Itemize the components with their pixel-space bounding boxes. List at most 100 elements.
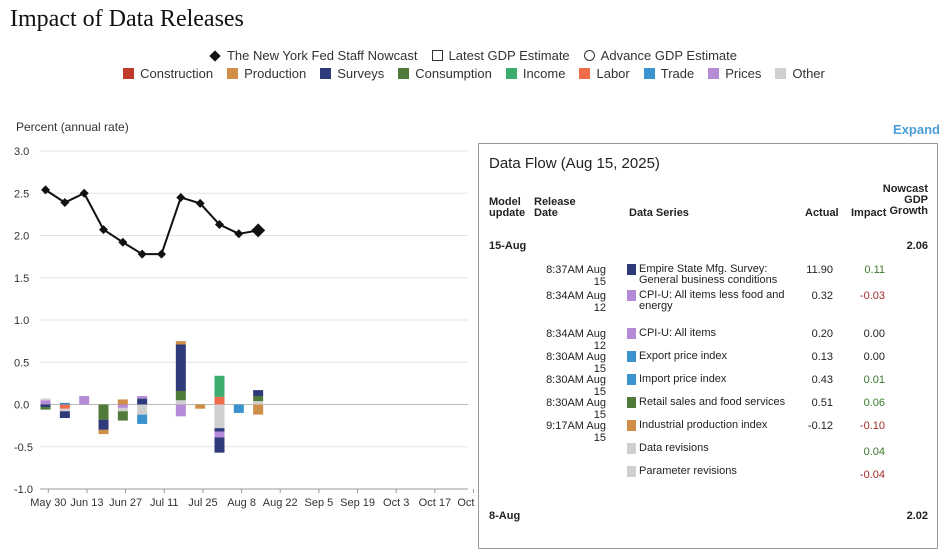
x-tick-label: Oct 31: [457, 497, 475, 509]
x-tick-label: Jul 25: [188, 497, 217, 509]
legend-item-surveys[interactable]: Surveys: [320, 66, 384, 81]
bar-segment-consumption: [40, 407, 51, 410]
legend-swatch-trade: [643, 68, 655, 79]
actual-value: 0.13: [811, 351, 833, 363]
data-series-name: CPI-U: All items: [639, 327, 717, 339]
y-tick-label: -1.0: [14, 484, 33, 496]
bar-segment-production: [117, 399, 128, 405]
model-update-date: 8-Aug: [489, 510, 521, 522]
x-tick-label: Jun 27: [109, 497, 142, 509]
data-flow-panel: Data Flow (Aug 15, 2025) Model update Re…: [478, 143, 938, 549]
header-data-series: Data Series: [629, 207, 689, 219]
bar-segment-prices: [137, 396, 148, 399]
release-date: 8:30AM Aug 15: [546, 397, 606, 421]
legend-item-nowcast[interactable]: The New York Fed Staff Nowcast: [209, 48, 418, 63]
category-swatch-production: [627, 420, 636, 431]
impact-value: -0.04: [859, 469, 885, 481]
expand-link[interactable]: Expand: [893, 122, 940, 137]
square-outline-icon: [431, 50, 443, 61]
data-series-name: Parameter revisions: [639, 465, 737, 477]
legend-markers: The New York Fed Staff Nowcast Latest GDP…: [0, 48, 948, 63]
nowcast-point: [176, 192, 186, 202]
legend-label: The New York Fed Staff Nowcast: [226, 48, 418, 63]
bar-segment-other: [117, 407, 128, 412]
x-tick-label: Aug 8: [227, 497, 256, 509]
header-release-date: Release Date: [534, 196, 576, 219]
impact-value: -0.10: [859, 420, 885, 432]
impact-value: 0.11: [864, 264, 885, 276]
legend-swatch-production: [227, 68, 239, 79]
bar-segment-prices: [40, 400, 51, 405]
category-swatch-other: [627, 466, 636, 477]
nowcast-line: [44, 189, 259, 256]
y-tick-label: 2.5: [14, 188, 29, 200]
y-tick-label: 3.0: [14, 146, 29, 158]
bar-segment-consumption: [117, 411, 128, 421]
legend-item-labor[interactable]: Labor: [579, 66, 630, 81]
category-swatch-trade: [627, 351, 636, 362]
impact-value: 0.04: [863, 446, 885, 458]
bar-segment-trade: [59, 402, 70, 405]
y-tick-label: 0.5: [14, 357, 29, 369]
category-swatch-other: [627, 443, 636, 454]
bar-segment-surveys: [253, 390, 264, 397]
bar-segment-labor: [214, 396, 225, 405]
release-date: 8:37AM Aug 15: [546, 264, 606, 288]
x-tick-label: Sep 5: [305, 497, 334, 509]
impact-value: 0.00: [863, 351, 885, 363]
nowcast-point: [60, 198, 70, 208]
bar-segment-surveys: [59, 411, 70, 419]
x-tick-label: May 30: [30, 497, 66, 509]
legend-item-production[interactable]: Production: [227, 66, 306, 81]
bar-segment-other: [59, 408, 70, 412]
nowcast-chart: -1.0 -0.5 0.0 0.5 1.0 1.5 2.0 2.5 3.0 May 30 Jun …: [14, 120, 475, 509]
impact-value: 0.00: [863, 328, 885, 340]
nowcast-point: [118, 237, 128, 247]
legend-item-consumption[interactable]: Consumption: [398, 66, 492, 81]
bar-segment-prices: [175, 404, 186, 417]
data-series-name: CPI-U: All items less food and energy: [639, 289, 785, 312]
legend-item-other[interactable]: Other: [775, 66, 825, 81]
bar-segment-production: [195, 404, 206, 409]
bar-segment-prices: [117, 404, 128, 408]
bar-segment-other: [253, 401, 264, 405]
legend-item-advance-gdp[interactable]: Advance GDP Estimate: [583, 48, 737, 63]
impact-value: 0.06: [863, 397, 885, 409]
data-flow-title: Data Flow (Aug 15, 2025): [489, 155, 660, 172]
nowcast-point: [234, 229, 244, 239]
legend-item-latest-gdp[interactable]: Latest GDP Estimate: [431, 48, 570, 63]
legend-swatch-income: [505, 68, 517, 79]
nowcast-point: [156, 249, 166, 259]
nowcast-point: [99, 225, 109, 235]
legend-swatch-surveys: [320, 68, 332, 79]
legend-item-income[interactable]: Income: [505, 66, 565, 81]
bar-segment-surveys: [214, 428, 225, 432]
bar-segment-surveys: [214, 437, 225, 453]
legend-item-prices[interactable]: Prices: [708, 66, 761, 81]
legend-swatch-other: [775, 68, 787, 79]
bar-segment-surveys: [40, 404, 51, 408]
header-nowcast-gdp-growth: Nowcast GDP Growth: [882, 183, 928, 217]
legend-item-trade[interactable]: Trade: [643, 66, 695, 81]
bar-segment-income: [214, 375, 225, 397]
data-series-name: Import price index: [639, 373, 727, 385]
circle-outline-icon: [583, 50, 595, 61]
y-tick-label: 2.0: [14, 231, 29, 243]
y-tick-label: -0.5: [14, 442, 33, 454]
legend-label: Trade: [660, 66, 695, 81]
legend-label: Advance GDP Estimate: [600, 48, 737, 63]
y-tick-label: 1.0: [14, 315, 29, 327]
bar-segment-trade: [137, 414, 148, 424]
header-actual: Actual: [805, 207, 839, 219]
legend-label: Latest GDP Estimate: [448, 48, 570, 63]
bar-segment-prices: [79, 396, 90, 405]
nowcast-value: 2.06: [906, 240, 928, 252]
y-tick-label: 1.5: [14, 273, 29, 285]
x-tick-label: Jul 11: [150, 497, 179, 509]
release-date: 8:34AM Aug 12: [546, 328, 606, 352]
actual-value: 0.20: [811, 328, 833, 340]
x-tick-label: Jun 13: [70, 497, 103, 509]
release-date: 8:34AM Aug 12: [546, 290, 606, 314]
actual-value: 0.32: [811, 290, 833, 302]
legend-item-construction[interactable]: Construction: [123, 66, 213, 81]
